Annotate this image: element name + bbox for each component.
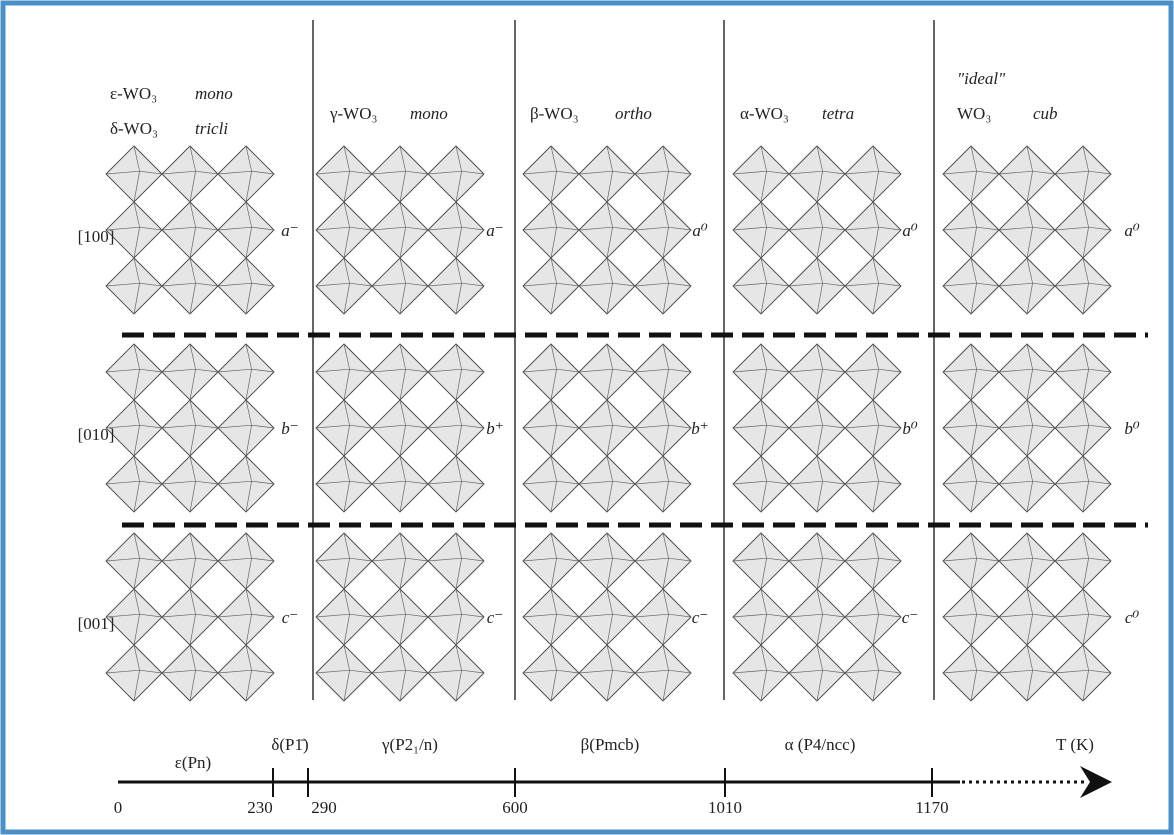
axis-tick-label: 1170 <box>915 798 948 817</box>
row-label: [010] <box>78 425 115 444</box>
crystal-system: tetra <box>822 104 854 123</box>
phase-range-label: δ(P1̄) <box>271 735 308 754</box>
phase-range-label: γ(P2₁/n) <box>381 735 438 754</box>
crystal-system: ortho <box>615 104 652 123</box>
axis-tick-label: 0 <box>114 798 123 817</box>
crystal-system: mono <box>410 104 448 123</box>
crystal-system: cub <box>1033 104 1058 123</box>
axis-tick-label: 230 <box>247 798 273 817</box>
tilt-label: c⁻ <box>692 608 709 627</box>
tilt-label: b⁺ <box>691 419 708 438</box>
figure: ε-WO₃ mono δ-WO₃ tricli γ-WO₃ mono β-WO₃ ortho α… <box>0 0 1174 835</box>
crystal-system: tricli <box>195 119 228 138</box>
axis-tick-label: 600 <box>502 798 528 817</box>
phase-name: δ-WO₃ <box>110 119 158 138</box>
axis-tick-label: 290 <box>311 798 337 817</box>
tilt-label: a⁰ <box>1124 221 1140 240</box>
phase-name: γ-WO₃ <box>329 104 377 123</box>
tilt-label: c⁻ <box>487 608 504 627</box>
crystal-system: mono <box>195 84 233 103</box>
row-label: [001] <box>78 614 115 633</box>
phase-name: β-WO₃ <box>530 104 579 123</box>
tilt-label: c⁻ <box>902 608 919 627</box>
tilt-label: b⁻ <box>281 419 298 438</box>
tilt-label: a⁰ <box>902 221 918 240</box>
row-label: [100] <box>78 227 115 246</box>
tilt-label: b⁰ <box>902 419 918 438</box>
axis-tick-label: 1010 <box>708 798 742 817</box>
tilt-label: b⁺ <box>486 419 503 438</box>
tilt-label: a⁰ <box>692 221 708 240</box>
axis-unit: T (K) <box>1056 735 1094 754</box>
phase-name: ε-WO₃ <box>110 84 157 103</box>
phase-note: "ideal" <box>957 69 1006 88</box>
phase-name: α-WO₃ <box>740 104 789 123</box>
phase-range-label: β(Pmcb) <box>581 735 640 754</box>
tilt-label: c⁰ <box>1125 608 1140 627</box>
tilt-label: b⁰ <box>1124 419 1140 438</box>
phase-range-label: ε(Pn) <box>175 753 211 772</box>
tilt-label: a⁻ <box>486 221 503 240</box>
phase-name: WO₃ <box>957 104 991 123</box>
tilt-label: a⁻ <box>281 221 298 240</box>
structures <box>106 146 1111 701</box>
tilt-label: c⁻ <box>282 608 299 627</box>
phase-range-label: α (P4/ncc) <box>785 735 856 754</box>
